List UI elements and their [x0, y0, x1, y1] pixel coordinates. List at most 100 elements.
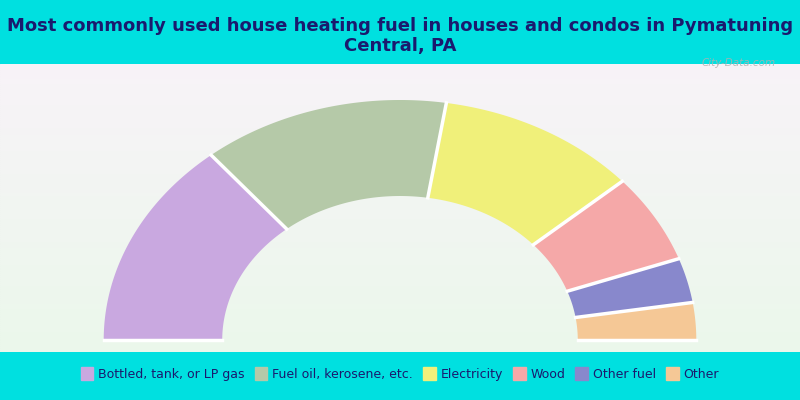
Bar — [0, 262, 800, 264]
Bar — [0, 277, 800, 279]
Bar — [0, 124, 800, 126]
Bar — [0, 229, 800, 231]
Bar — [0, 191, 800, 193]
Bar — [0, 310, 800, 312]
Bar — [0, 237, 800, 239]
Bar — [0, 222, 800, 223]
Bar — [0, 325, 800, 327]
Bar — [0, 233, 800, 235]
Bar — [0, 281, 800, 283]
Bar — [0, 200, 800, 202]
Bar — [0, 271, 800, 273]
Bar — [0, 70, 800, 72]
Bar — [0, 79, 800, 81]
Bar — [0, 285, 800, 287]
Bar — [0, 266, 800, 268]
Polygon shape — [428, 103, 622, 245]
Polygon shape — [534, 181, 678, 291]
Bar — [0, 342, 800, 344]
Bar — [0, 337, 800, 338]
Bar — [0, 335, 800, 337]
Bar — [0, 246, 800, 248]
Bar — [0, 76, 800, 78]
Polygon shape — [575, 302, 696, 340]
Bar — [0, 85, 800, 87]
Bar — [0, 172, 800, 174]
Bar — [0, 260, 800, 262]
Bar — [0, 302, 800, 304]
Bar — [0, 177, 800, 179]
Bar — [0, 292, 800, 294]
Bar — [0, 273, 800, 275]
Bar — [0, 175, 800, 177]
Bar — [0, 174, 800, 175]
Bar — [0, 97, 800, 98]
Bar — [0, 183, 800, 185]
Bar — [0, 72, 800, 74]
Bar — [0, 64, 800, 66]
Bar — [0, 160, 800, 162]
Bar — [0, 139, 800, 141]
Bar — [0, 283, 800, 285]
Bar — [0, 346, 800, 348]
Bar — [0, 212, 800, 214]
Bar — [0, 312, 800, 314]
Bar — [0, 306, 800, 308]
Bar — [0, 93, 800, 95]
Bar — [0, 141, 800, 143]
Bar — [0, 235, 800, 237]
Bar — [0, 137, 800, 139]
Bar — [0, 316, 800, 318]
Bar — [0, 344, 800, 346]
Bar — [0, 87, 800, 89]
Bar — [0, 83, 800, 85]
Bar — [0, 300, 800, 302]
Bar — [0, 187, 800, 189]
Bar — [0, 145, 800, 146]
Bar — [0, 95, 800, 97]
Bar — [0, 78, 800, 79]
Bar — [0, 220, 800, 222]
Bar — [0, 275, 800, 277]
Bar — [0, 304, 800, 306]
Bar — [0, 196, 800, 198]
Bar — [0, 252, 800, 254]
Bar — [0, 331, 800, 333]
Bar — [0, 318, 800, 319]
Bar — [0, 340, 800, 342]
Polygon shape — [567, 259, 693, 318]
Bar — [0, 202, 800, 204]
Bar — [0, 323, 800, 325]
Bar — [0, 108, 800, 110]
Bar — [0, 287, 800, 289]
Bar — [0, 162, 800, 164]
Bar — [0, 68, 800, 70]
Bar — [0, 104, 800, 106]
Bar — [0, 116, 800, 118]
Bar — [0, 143, 800, 145]
Bar — [0, 264, 800, 266]
Bar — [0, 227, 800, 229]
Bar — [0, 204, 800, 206]
Bar — [0, 118, 800, 120]
Bar — [0, 131, 800, 133]
Bar — [0, 100, 800, 102]
Bar — [0, 179, 800, 181]
Bar — [0, 158, 800, 160]
Bar — [0, 170, 800, 172]
Bar — [0, 321, 800, 323]
Bar — [0, 210, 800, 212]
Bar — [0, 120, 800, 122]
Bar — [0, 152, 800, 154]
Bar — [0, 106, 800, 108]
Bar — [0, 166, 800, 168]
Bar — [0, 314, 800, 316]
Bar — [0, 185, 800, 187]
Legend: Bottled, tank, or LP gas, Fuel oil, kerosene, etc., Electricity, Wood, Other fue: Bottled, tank, or LP gas, Fuel oil, kero… — [76, 362, 724, 386]
Bar — [0, 270, 800, 271]
Bar — [0, 319, 800, 321]
Bar — [0, 114, 800, 116]
Text: City-Data.com: City-Data.com — [702, 58, 776, 68]
Bar — [0, 110, 800, 112]
Bar — [0, 168, 800, 170]
